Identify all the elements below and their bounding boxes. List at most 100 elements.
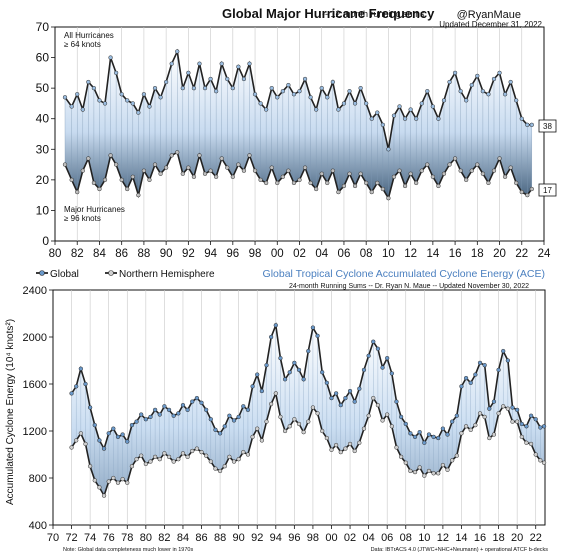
nh-ace-point bbox=[162, 451, 167, 456]
major-hurricanes-point bbox=[430, 174, 436, 179]
end-label-all-text: 38 bbox=[543, 122, 552, 131]
global-ace-point bbox=[222, 424, 227, 429]
legend: Global Northern Hemisphere bbox=[36, 269, 215, 280]
all-hurricanes-point bbox=[436, 116, 441, 121]
x-tick-label: 74 bbox=[84, 532, 96, 544]
global-ace-point bbox=[162, 404, 167, 409]
nh-ace-point bbox=[473, 422, 478, 428]
x-tick-label: 94 bbox=[204, 248, 217, 260]
major-hurricanes-point bbox=[369, 189, 374, 195]
major-hurricanes-point bbox=[341, 183, 347, 189]
major-hurricanes-point bbox=[119, 177, 124, 183]
nh-ace-point bbox=[152, 454, 158, 460]
top-chart-handle: @RyanMaue bbox=[457, 9, 521, 21]
major-hurricanes-point bbox=[525, 192, 530, 198]
bottom-chart-subtitle: 24-month Running Sums -- Dr. Ryan N. Mau… bbox=[289, 283, 529, 290]
y-tick-label: 50 bbox=[36, 81, 50, 95]
x-tick-label: 00 bbox=[325, 532, 337, 544]
global-ace-point bbox=[250, 384, 255, 389]
all-hurricanes-point bbox=[230, 85, 235, 91]
nh-ace-point bbox=[69, 445, 74, 450]
all-hurricanes-point bbox=[291, 92, 297, 97]
nh-ace-point bbox=[255, 426, 260, 431]
global-ace-point bbox=[282, 377, 288, 382]
nh-ace-point bbox=[306, 419, 311, 424]
all-hurricanes-point bbox=[186, 70, 191, 76]
global-ace-point bbox=[403, 421, 408, 427]
top-chart: Global Major Hurricane Frequency -- 12 m… bbox=[36, 6, 557, 260]
all-hurricanes-point bbox=[102, 101, 108, 106]
bottom-y-ticks: 400 800 1200 1600 2000 2400 bbox=[23, 285, 53, 532]
major-hurricanes-point bbox=[436, 183, 441, 189]
x-tick-label: 10 bbox=[382, 248, 395, 260]
all-hurricanes-point bbox=[364, 101, 369, 106]
major-hurricanes-point bbox=[414, 180, 419, 186]
global-ace-point bbox=[143, 417, 148, 422]
x-tick-label: 14 bbox=[455, 532, 467, 544]
x-tick-label: 16 bbox=[474, 532, 486, 544]
all-hurricanes-point bbox=[269, 85, 274, 91]
x-tick-label: 80 bbox=[140, 532, 152, 544]
x-tick-label: 24 bbox=[538, 248, 551, 260]
nh-ace-point bbox=[445, 467, 450, 472]
nh-ace-point bbox=[519, 434, 524, 440]
global-ace-point bbox=[255, 372, 260, 377]
global-ace-point bbox=[501, 348, 506, 354]
nh-ace-point bbox=[115, 480, 121, 485]
nh-ace-point bbox=[315, 411, 320, 416]
all-hurricanes-point bbox=[197, 61, 202, 66]
all-hurricanes-point bbox=[347, 89, 352, 94]
nh-ace-point bbox=[92, 478, 97, 483]
x-tick-label: 88 bbox=[214, 532, 226, 544]
x-tick-label: 84 bbox=[93, 248, 106, 260]
nh-ace-point bbox=[190, 448, 195, 454]
all-hurricanes-point bbox=[241, 76, 247, 82]
global-ace-point bbox=[231, 418, 237, 423]
x-tick-label: 22 bbox=[530, 532, 542, 544]
x-tick-label: 82 bbox=[158, 532, 170, 544]
all-hurricanes-point bbox=[491, 76, 497, 82]
y-tick-label: 1200 bbox=[23, 426, 47, 438]
major-hurricanes-point bbox=[502, 174, 508, 179]
top-series bbox=[62, 48, 534, 201]
all-hurricanes-point bbox=[86, 79, 91, 85]
global-ace-point bbox=[320, 370, 325, 375]
all-hurricanes-point bbox=[141, 92, 147, 97]
major-hurricanes-point bbox=[458, 168, 463, 173]
major-hurricanes-point bbox=[464, 177, 469, 183]
global-ace-point bbox=[259, 388, 265, 394]
global-ace-point bbox=[92, 422, 97, 428]
major-hurricanes-point bbox=[452, 156, 458, 161]
global-ace-point bbox=[380, 365, 385, 370]
nh-ace-point bbox=[125, 480, 130, 485]
major-hurricanes-point bbox=[241, 168, 247, 173]
nh-ace-point bbox=[524, 440, 529, 445]
all-hurricanes-point bbox=[62, 95, 68, 100]
all-hurricanes-point bbox=[502, 92, 508, 97]
x-tick-label: 02 bbox=[344, 532, 356, 544]
nh-ace-point bbox=[208, 459, 213, 464]
major-hurricanes-point bbox=[419, 168, 424, 173]
y-tick-label: 70 bbox=[36, 20, 50, 34]
global-ace-point bbox=[292, 360, 297, 366]
global-ace-point bbox=[273, 323, 278, 328]
major-hurricanes-point bbox=[486, 180, 491, 186]
all-hurricanes-point bbox=[325, 95, 330, 100]
global-ace-point bbox=[204, 407, 209, 413]
nh-ace-point bbox=[310, 405, 316, 410]
global-ace-point bbox=[371, 339, 376, 344]
all-hurricanes-point bbox=[219, 61, 224, 66]
x-tick-label: 08 bbox=[360, 248, 373, 260]
all-hurricanes-point bbox=[97, 98, 102, 103]
all-hurricanes-point bbox=[525, 122, 530, 127]
global-ace-point bbox=[491, 399, 497, 404]
nh-ace-point bbox=[366, 413, 371, 418]
global-ace-point bbox=[106, 431, 111, 436]
major-hurricanes-point bbox=[102, 177, 108, 183]
nh-ace-point bbox=[385, 412, 390, 417]
nh-ace-point bbox=[111, 475, 116, 481]
x-tick-label: 98 bbox=[307, 532, 319, 544]
global-ace-point bbox=[426, 432, 432, 437]
all-hurricanes-point bbox=[119, 92, 124, 97]
global-ace-point bbox=[171, 413, 176, 418]
